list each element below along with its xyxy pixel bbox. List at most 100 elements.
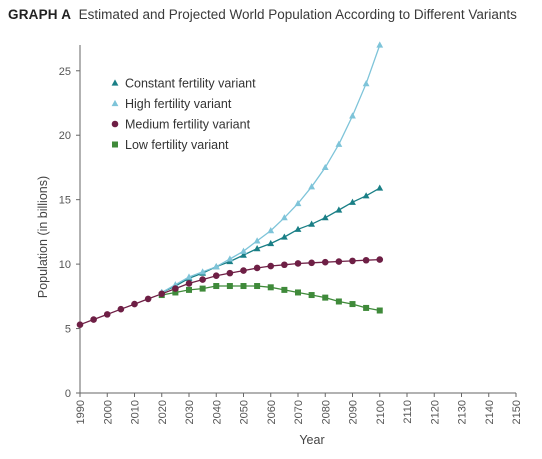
data-point — [321, 214, 329, 221]
data-point — [267, 239, 275, 247]
data-point — [349, 112, 356, 119]
data-point — [294, 199, 302, 207]
data-point — [267, 262, 275, 270]
x-tick-label: 2130 — [457, 400, 469, 424]
x-tick-label: 2110 — [402, 400, 414, 424]
x-tick-label: 2140 — [484, 400, 496, 424]
data-point — [335, 206, 343, 213]
data-point — [253, 237, 261, 244]
data-point — [90, 316, 97, 323]
data-point — [294, 260, 302, 267]
data-point — [199, 285, 206, 292]
data-point — [362, 80, 370, 87]
x-tick-label: 2070 — [293, 400, 305, 424]
data-point — [335, 298, 342, 305]
y-tick-label: 5 — [65, 324, 71, 336]
data-point — [376, 256, 384, 263]
legend-marker — [111, 120, 119, 128]
axes: 0 5 10 15 20 25 1990 2000 2010 2020 2030 2040 2050 20… — [59, 45, 523, 424]
data-point — [362, 256, 370, 264]
data-point — [172, 285, 179, 292]
data-point — [212, 272, 220, 280]
data-point — [185, 273, 193, 280]
data-point — [267, 284, 274, 291]
data-point — [267, 227, 275, 234]
data-point — [253, 245, 261, 252]
data-point — [240, 267, 247, 274]
legend-marker — [111, 79, 119, 86]
data-point — [280, 214, 288, 221]
legend-marker — [112, 141, 118, 148]
x-axis-label: Year — [299, 433, 324, 447]
x-tick-label: 2060 — [266, 400, 278, 424]
series-line — [79, 258, 380, 326]
data-point — [308, 183, 316, 190]
y-axis-label: Population (in billions) — [36, 176, 50, 298]
data-point — [240, 251, 247, 258]
data-point — [253, 264, 261, 272]
data-point — [376, 41, 384, 48]
data-point — [172, 289, 179, 296]
data-point — [321, 258, 329, 266]
x-tick-label: 2020 — [157, 400, 169, 424]
series-markers — [76, 41, 384, 328]
data-point — [131, 300, 138, 308]
x-tick-label: 2090 — [348, 400, 360, 424]
data-point — [76, 321, 84, 328]
chart-title-text: Estimated and Projected World Population… — [78, 7, 517, 22]
data-point — [308, 220, 316, 227]
data-point — [144, 295, 152, 303]
y-tick-label: 25 — [59, 66, 71, 78]
data-point — [281, 286, 288, 293]
data-point — [363, 304, 370, 311]
data-point — [294, 225, 302, 232]
data-point — [349, 257, 356, 265]
data-point — [185, 280, 193, 287]
data-point — [213, 283, 220, 290]
data-point — [240, 283, 247, 290]
data-point — [376, 184, 384, 191]
data-point — [308, 259, 315, 267]
data-point — [349, 301, 356, 308]
x-tick-label: 2050 — [239, 400, 251, 424]
data-point — [158, 290, 166, 298]
data-point — [281, 261, 288, 269]
x-tick-label: 2100 — [375, 400, 387, 424]
legend-label: Low fertility variant — [125, 138, 229, 152]
legend-label: Medium fertility variant — [125, 118, 251, 132]
data-point — [117, 305, 125, 313]
legend-label: High fertility variant — [125, 97, 232, 111]
legend-marker — [111, 99, 119, 107]
data-point — [349, 198, 356, 205]
x-tick-label: 2040 — [211, 400, 223, 424]
x-tick-label: 2030 — [184, 400, 196, 424]
data-point — [280, 233, 288, 240]
data-point — [254, 283, 261, 290]
data-point — [199, 276, 206, 283]
y-tick-label: 15 — [59, 195, 71, 207]
y-tick-label: 0 — [65, 388, 71, 400]
data-point — [226, 269, 234, 277]
y-tick-label: 10 — [59, 259, 71, 271]
data-point — [226, 255, 234, 262]
data-point — [295, 289, 301, 296]
chart-title-label: GRAPH A — [8, 7, 72, 22]
data-point — [335, 140, 343, 147]
legend-label: Constant fertility variant — [125, 77, 256, 91]
data-point — [199, 268, 207, 275]
data-point — [186, 286, 192, 293]
data-point — [322, 294, 329, 301]
data-point — [321, 163, 329, 171]
x-tick-label: 2010 — [130, 400, 142, 424]
x-tick-label: 2080 — [320, 400, 332, 424]
x-tick-label: 1990 — [75, 400, 87, 424]
data-point — [212, 263, 220, 270]
x-tick-label: 2120 — [429, 400, 441, 424]
x-tick-label: 2150 — [511, 400, 523, 424]
data-point — [376, 307, 383, 314]
data-point — [362, 192, 370, 199]
data-point — [226, 283, 233, 290]
x-tick-label: 2000 — [102, 400, 114, 424]
chart-title: GRAPH A Estimated and Projected World Po… — [8, 7, 517, 22]
